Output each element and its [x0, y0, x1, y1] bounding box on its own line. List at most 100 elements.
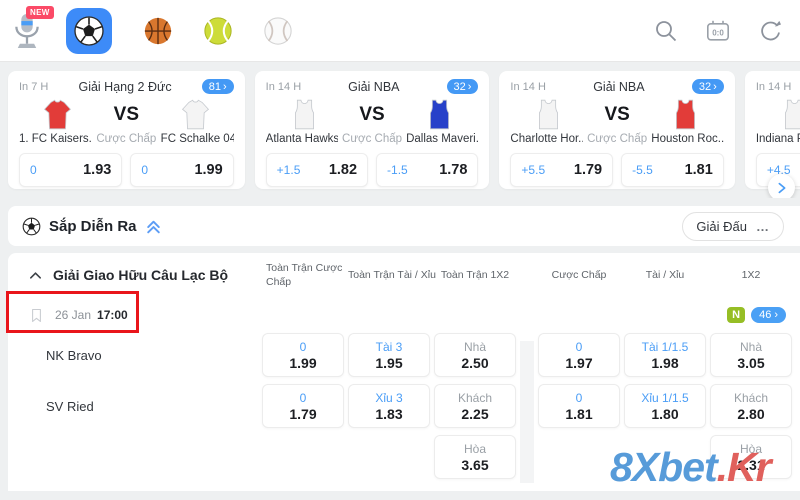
league-name: Giải NBA	[791, 80, 800, 94]
home-jersey-icon	[539, 99, 559, 130]
scoreboard-icon[interactable]: 0:0	[706, 19, 730, 43]
markets-count-badge[interactable]: 46 ›	[751, 307, 786, 323]
league-title: Giải Giao Hữu Câu Lạc Bộ	[53, 267, 229, 283]
tennis-icon[interactable]	[203, 16, 233, 46]
odds-table: Giải Giao Hữu Câu Lạc Bộ Toàn Trận Cược …	[8, 253, 800, 491]
league-filter-button[interactable]: Giải Đấu …	[682, 211, 784, 241]
column-header: Toàn Trận Tài / Xỉu	[348, 268, 436, 281]
away-team-name: Houston Roc...	[651, 133, 724, 145]
odds-row-home: NK Bravo 0 1.99 Tài 3 1.95 Nhà 2.50 0 1.97 T…	[22, 333, 800, 377]
odds-cell[interactable]: Nhà 2.50	[434, 333, 516, 377]
away-jersey-icon	[430, 99, 450, 130]
refresh-icon[interactable]	[758, 19, 782, 43]
away-odds-button[interactable]: 0 1.99	[130, 153, 234, 187]
away-team-name: Dallas Maveri...	[406, 133, 479, 145]
home-team-name: 1. FC Kaisers...	[19, 133, 92, 145]
new-badge: NEW	[26, 5, 54, 19]
home-jersey-icon	[43, 99, 72, 130]
markets-count-badge[interactable]: 32 ›	[691, 79, 724, 94]
match-card[interactable]: In 14 H Giải NBA 32 › VS Atlanta Hawks Cư…	[254, 71, 490, 189]
odds-cell[interactable]: Tài 1/1.5 1.98	[624, 333, 706, 377]
odds-cell[interactable]: 0 1.81	[538, 384, 620, 428]
column-header: Toàn Trận 1X2	[440, 268, 510, 281]
league-name: Giải NBA	[593, 79, 645, 94]
match-date-row: 26 Jan 17:00 N 46 ›	[22, 297, 800, 333]
odds-cell[interactable]: Nhà 3.05	[710, 333, 792, 377]
market-label: Cược Chấp	[587, 133, 648, 145]
match-date: 26 Jan	[55, 308, 92, 322]
section-title: Sắp Diễn Ra	[49, 217, 137, 235]
away-odds-button[interactable]: -5.5 1.81	[621, 153, 724, 187]
column-header: Toàn Trận Cược Chấp	[266, 261, 343, 288]
football-icon	[22, 217, 41, 235]
topbar-actions: 0:0	[654, 19, 782, 43]
collapse-double-chevron-icon[interactable]	[145, 218, 162, 235]
match-time: 17:00	[97, 308, 128, 322]
featured-matches-carousel: In 7 H Giải Hạng 2 Đức 81 › VS 1. FC Kais…	[0, 62, 800, 198]
chevron-right-icon	[778, 182, 785, 193]
score-icon-text: 0:0	[712, 28, 724, 37]
start-time: In 14 H	[510, 80, 546, 93]
more-dots-icon: …	[756, 218, 770, 234]
home-team-name: Atlanta Hawks	[265, 133, 338, 145]
start-time: In 14 H	[265, 80, 302, 93]
league-name: Giải Hạng 2 Đức	[78, 79, 172, 94]
home-team-name: NK Bravo	[46, 347, 102, 363]
market-label: Cược Chấp	[342, 133, 403, 145]
odds-row-away: SV Ried 0 1.79 Xỉu 3 1.83 Khách 2.25 0 1.81 …	[22, 384, 800, 428]
away-jersey-icon	[181, 99, 209, 130]
away-team-name: SV Ried	[46, 398, 94, 414]
odds-cell[interactable]: Hòa 2.31	[710, 435, 792, 479]
league-collapse-toggle[interactable]: Giải Giao Hữu Câu Lạc Bộ	[22, 267, 258, 283]
away-jersey-icon	[675, 99, 695, 130]
start-time: In 14 H	[755, 80, 792, 93]
tab-football[interactable]	[66, 7, 112, 54]
match-card[interactable]: In 14 H Giải NBA 32› VS Indiana Pacers C…	[744, 71, 800, 189]
odds-row-draw: Hòa 3.65 Hòa 2.31	[22, 435, 800, 479]
vs-label: VS	[604, 103, 630, 125]
home-odds-button[interactable]: 0 1.93	[19, 153, 123, 187]
markets-count-badge[interactable]: 32 ›	[446, 79, 479, 94]
league-name: Giải NBA	[348, 79, 400, 94]
home-jersey-icon	[784, 99, 800, 130]
odds-cell[interactable]: Xỉu 3 1.83	[348, 384, 430, 428]
table-header-row: Giải Giao Hữu Câu Lạc Bộ Toàn Trận Cược …	[22, 253, 800, 297]
away-odds-button[interactable]: -1.5 1.78	[376, 153, 479, 187]
home-odds-button[interactable]: +5.5 1.79	[510, 153, 614, 187]
basketball-icon[interactable]	[143, 16, 173, 46]
vs-label: VS	[359, 103, 385, 125]
bookmark-icon[interactable]	[28, 307, 45, 324]
odds-cell[interactable]: 0 1.97	[538, 333, 620, 377]
home-team-name: Charlotte Hor...	[510, 133, 583, 145]
odds-cell[interactable]: 0 1.99	[262, 333, 344, 377]
carousel-next-button[interactable]	[768, 174, 795, 198]
match-card[interactable]: In 14 H Giải NBA 32 › VS Charlotte Hor...…	[499, 71, 735, 189]
vs-label: VS	[113, 103, 140, 125]
home-team-name: Indiana Pacers	[755, 133, 800, 145]
chevron-up-icon	[30, 271, 41, 279]
odds-cell[interactable]: 0 1.79	[262, 384, 344, 428]
baseball-icon[interactable]	[263, 16, 293, 46]
home-odds-button[interactable]: +1.5 1.82	[265, 153, 369, 187]
odds-cell[interactable]: Khách 2.80	[710, 384, 792, 428]
odds-cell[interactable]: Khách 2.25	[434, 384, 516, 428]
new-market-badge: N	[727, 307, 746, 323]
odds-cell[interactable]: Tài 3 1.95	[348, 333, 430, 377]
odds-cell[interactable]: Xỉu 1/1.5 1.80	[624, 384, 706, 428]
market-label: Cược Chấp	[96, 133, 157, 145]
column-header: Cược Chấp	[551, 268, 607, 281]
upcoming-section-header: Sắp Diễn Ra Giải Đấu …	[8, 206, 800, 246]
column-header: 1X2	[741, 268, 761, 281]
odds-cell[interactable]: Hòa 3.65	[434, 435, 516, 479]
top-bar: NEW	[0, 0, 800, 62]
away-team-name: FC Schalke 04	[160, 133, 234, 145]
search-icon[interactable]	[654, 19, 678, 43]
home-jersey-icon	[294, 99, 314, 130]
market-group-divider	[520, 341, 534, 483]
football-icon	[74, 15, 104, 46]
voice-search-button[interactable]: NEW	[10, 5, 54, 53]
match-card[interactable]: In 7 H Giải Hạng 2 Đức 81 › VS 1. FC Kais…	[8, 71, 245, 189]
start-time: In 7 H	[19, 80, 49, 93]
markets-count-badge[interactable]: 81 ›	[201, 79, 234, 94]
